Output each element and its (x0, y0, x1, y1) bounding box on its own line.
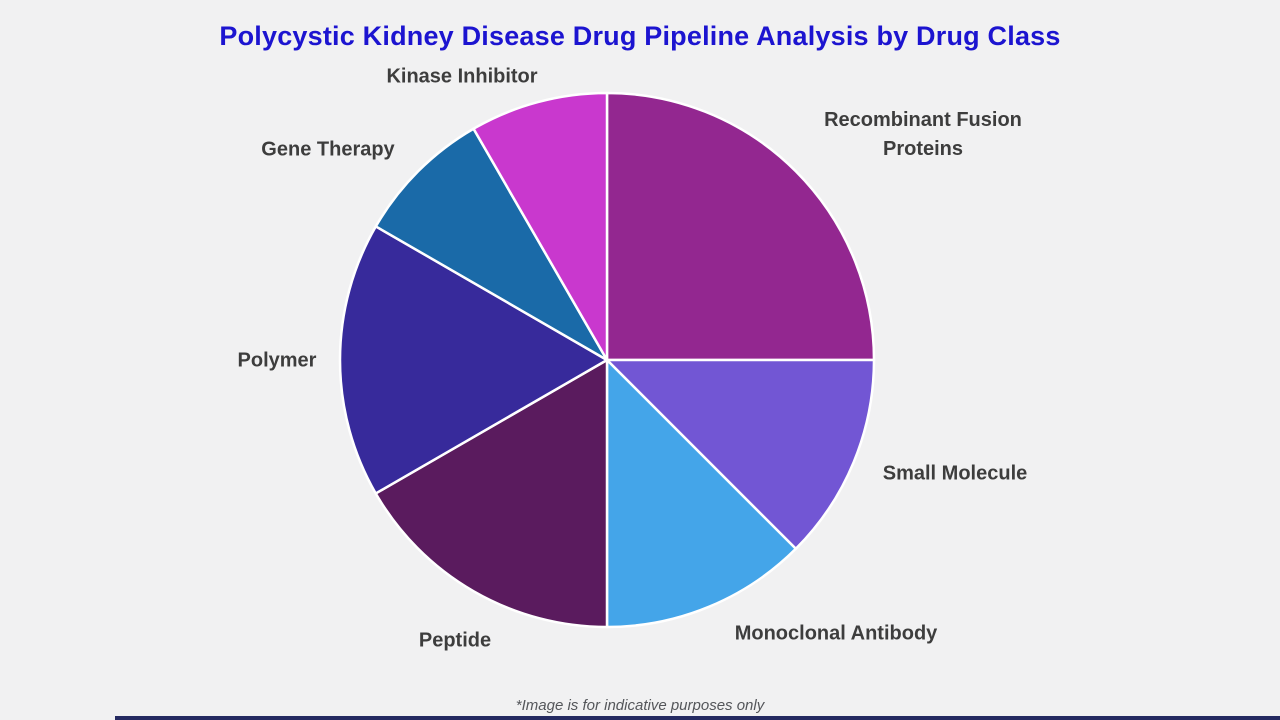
slice-label-recombinant-fusion-proteins: Recombinant Fusion Proteins (824, 109, 1022, 160)
pie-slice-peptide (374, 358, 609, 629)
slice-label-small-molecule: Small Molecule (882, 462, 1028, 485)
slice-label-monoclonal-antibody: Monoclonal Antibody (734, 622, 938, 645)
slice-label-polymer: Polymer (237, 349, 317, 372)
pie-slice-monoclonal-antibody (605, 358, 798, 629)
pie-slice-polymer (338, 225, 609, 495)
bottom-accent-bar (115, 716, 1280, 720)
disclaimer-note: *Image is for indicative purposes only (515, 697, 765, 714)
pie-slice-gene-therapy (374, 127, 609, 362)
pie-slice-recombinant-fusion-proteins (605, 91, 876, 362)
chart-title: Polycystic Kidney Disease Drug Pipeline … (219, 21, 1061, 51)
slice-label-kinase-inhibitor: Kinase Inhibitor (386, 65, 538, 88)
pie-slice-kinase-inhibitor (472, 91, 609, 362)
slice-label-peptide: Peptide (418, 629, 492, 652)
slice-label-gene-therapy: Gene Therapy (261, 138, 395, 161)
pie-slice-small-molecule (605, 358, 876, 551)
